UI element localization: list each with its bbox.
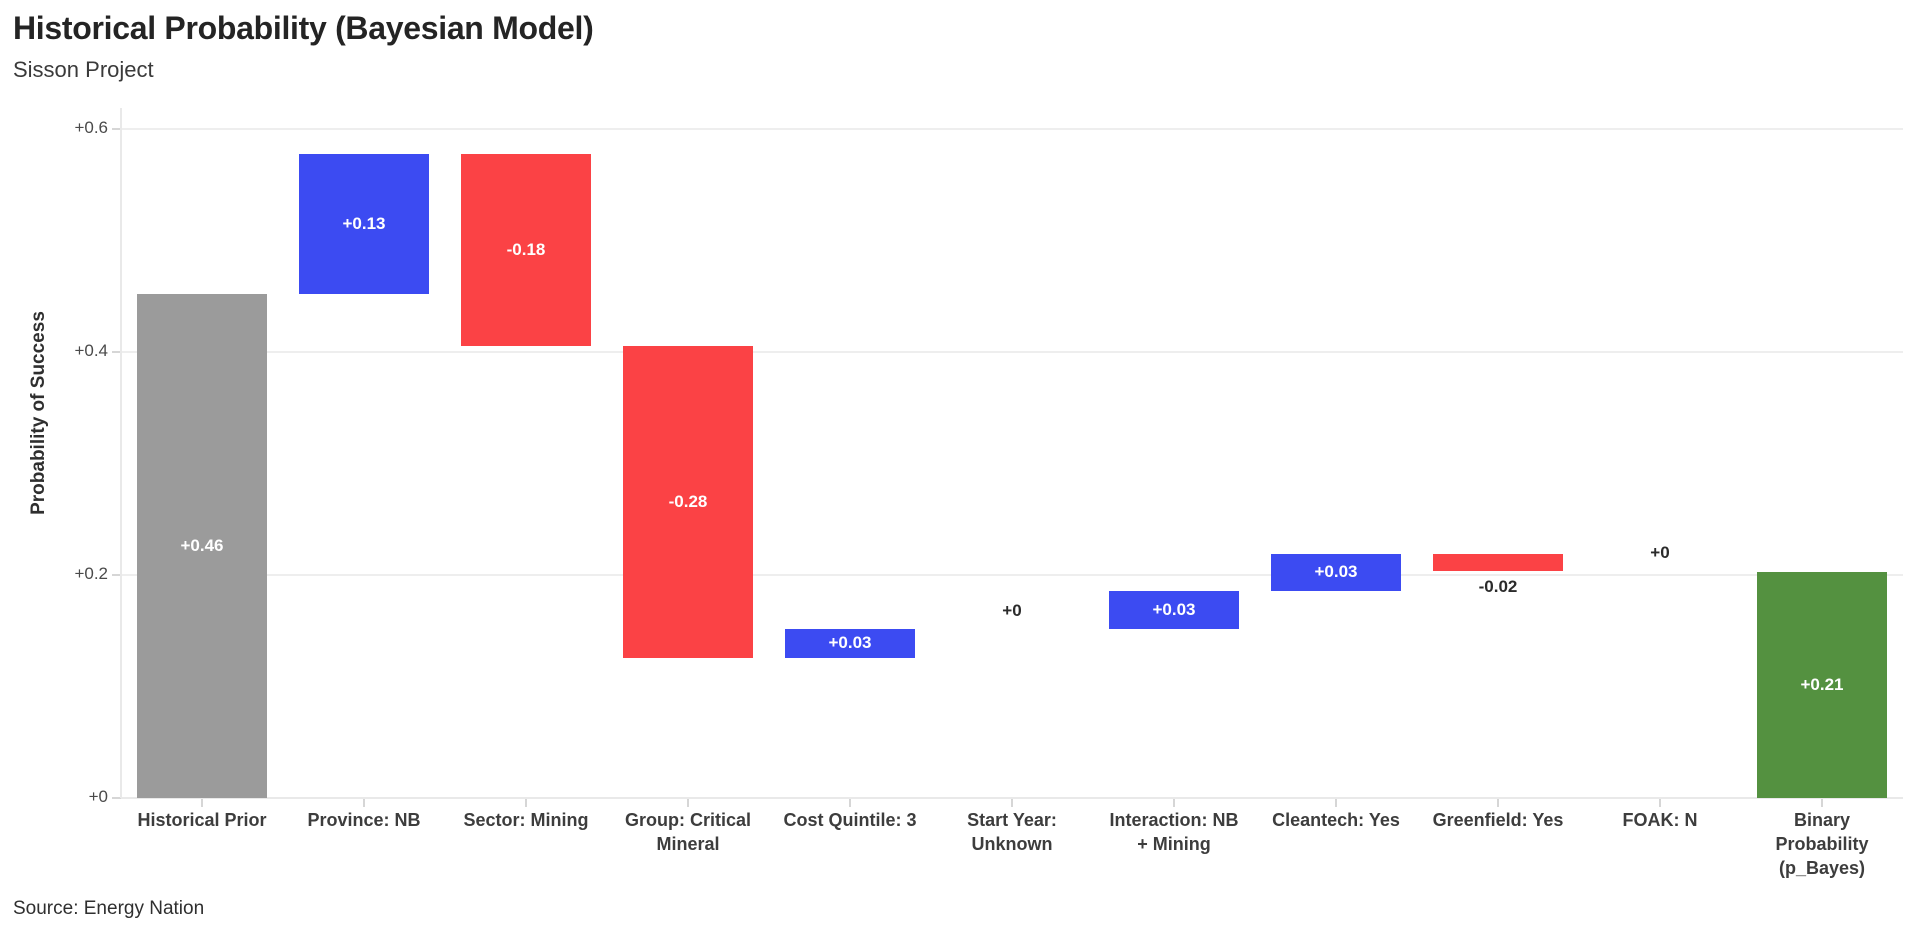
chart-title: Historical Probability (Bayesian Model)	[13, 10, 594, 46]
waterfall-bar	[1433, 553, 1563, 571]
y-tick-label: +0.4	[74, 341, 108, 360]
x-axis-label: Interaction: NB + Mining	[1109, 810, 1239, 854]
bar-value-label: -0.02	[1478, 576, 1518, 596]
x-axis-label: Greenfield: Yes	[1432, 810, 1564, 830]
x-tick-mark	[1011, 799, 1013, 807]
bar-value-label: +0.46	[180, 536, 224, 555]
bar-value-label: +0.03	[828, 633, 872, 652]
y-tick-label: +0	[88, 787, 108, 806]
x-axis-line	[121, 797, 1903, 799]
y-tick-mark	[112, 797, 121, 799]
waterfall-bar: +0.46	[137, 294, 267, 798]
bar-value-label: -0.18	[506, 239, 546, 259]
x-tick-mark	[687, 799, 689, 807]
x-tick-mark	[1335, 799, 1337, 807]
waterfall-bar: +0.03	[1271, 553, 1401, 591]
x-tick-mark	[363, 799, 365, 807]
bar-value-label: +0.21	[1800, 674, 1844, 694]
waterfall-bar: -0.18	[461, 153, 591, 347]
x-axis-label: Province: NB	[307, 810, 421, 830]
bar-value-label: -0.28	[668, 491, 708, 511]
y-tick-mark	[112, 351, 121, 353]
x-tick-mark	[1173, 799, 1175, 807]
waterfall-bar: +0.03	[1109, 590, 1239, 629]
y-axis-line	[120, 108, 122, 798]
bar-value-label: +0.13	[342, 213, 386, 233]
x-tick-mark	[1659, 799, 1661, 807]
x-axis-label: Group: Critical Mineral	[624, 810, 751, 854]
x-tick-mark	[525, 799, 527, 807]
x-axis-label: FOAK: N	[1622, 810, 1698, 830]
bar-value-label: +0.03	[1314, 562, 1358, 582]
waterfall-bar: +0.21	[1757, 571, 1887, 798]
bar-value-label: +0	[1650, 542, 1670, 562]
x-axis-label: Sector: Mining	[463, 810, 589, 830]
bar-value-label: +0.03	[1152, 599, 1196, 619]
x-tick-mark	[1821, 799, 1823, 807]
gridline	[121, 351, 1903, 353]
waterfall-bar: -0.28	[623, 346, 753, 658]
x-tick-mark	[849, 799, 851, 807]
gridline	[121, 128, 1903, 130]
x-axis-label: Start Year: Unknown	[967, 810, 1057, 854]
x-tick-mark	[201, 799, 203, 807]
y-axis-title: Probability of Success	[28, 311, 49, 515]
x-axis-label: Cost Quintile: 3	[783, 810, 917, 830]
gridline	[121, 574, 1903, 576]
y-tick-mark	[112, 128, 121, 130]
y-tick-label: +0.6	[74, 118, 108, 137]
x-axis-label: Cleantech: Yes	[1272, 810, 1400, 830]
x-tick-mark	[1497, 799, 1499, 807]
bar-value-label: +0	[1002, 600, 1022, 620]
y-tick-mark	[112, 574, 121, 576]
chart-subtitle: Sisson Project	[13, 57, 154, 82]
y-tick-label: +0.2	[74, 564, 108, 583]
source-note: Source: Energy Nation	[13, 898, 205, 919]
x-axis-label: Binary Probability (p_Bayes)	[1775, 810, 1869, 878]
x-axis-label: Historical Prior	[137, 810, 267, 830]
waterfall-bar: +0.03	[785, 628, 915, 658]
waterfall-bar: +0.13	[299, 153, 429, 294]
